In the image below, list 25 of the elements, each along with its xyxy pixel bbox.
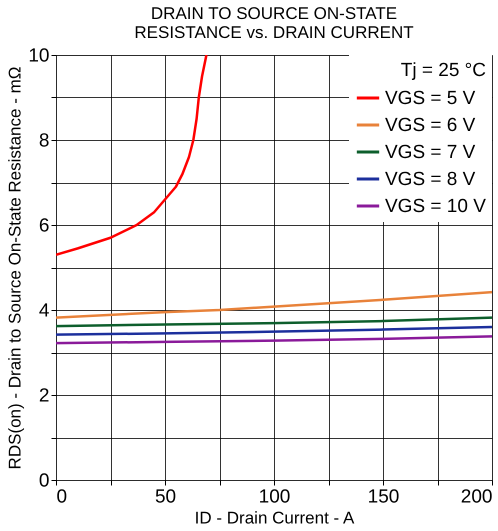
line-series (56, 55, 208, 256)
y-tick-label: 10 (28, 46, 50, 66)
line-series (56, 335, 492, 344)
y-tick-label: 6 (38, 216, 50, 236)
x-axis-title: ID - Drain Current - A (194, 508, 355, 528)
x-tick-label: 50 (154, 486, 176, 508)
y-tick-label: 8 (38, 130, 50, 152)
y-tick-label: 4 (38, 300, 50, 322)
legend-label: VGS = 7 V (385, 142, 476, 163)
legend-label: VGS = 5 V (385, 88, 476, 109)
text: RESISTANCE vs. DRAIN CURRENT (134, 23, 414, 42)
y-tick-label: 2 (38, 386, 50, 406)
x-tick-label: 100 (258, 486, 290, 508)
x-tick-label: 200 (460, 486, 492, 508)
legend-label: VGS = 10 V (385, 196, 486, 217)
y-tick-label: 0 (38, 470, 50, 492)
x-tick-label: 150 (368, 486, 400, 508)
line-series (56, 316, 492, 328)
text: DRAIN TO SOURCE ON-STATE (150, 4, 398, 23)
legend-title: Tj = 25 °C (400, 60, 486, 81)
x-tick-label: 0 (56, 486, 68, 508)
legend-label: VGS = 8 V (385, 169, 476, 190)
line-series (56, 326, 492, 336)
y-axis-title: RDS(on) - Drain to Source On-State Resistance - mΩ (5, 66, 24, 470)
legend-label: VGS = 6 V (385, 115, 476, 136)
